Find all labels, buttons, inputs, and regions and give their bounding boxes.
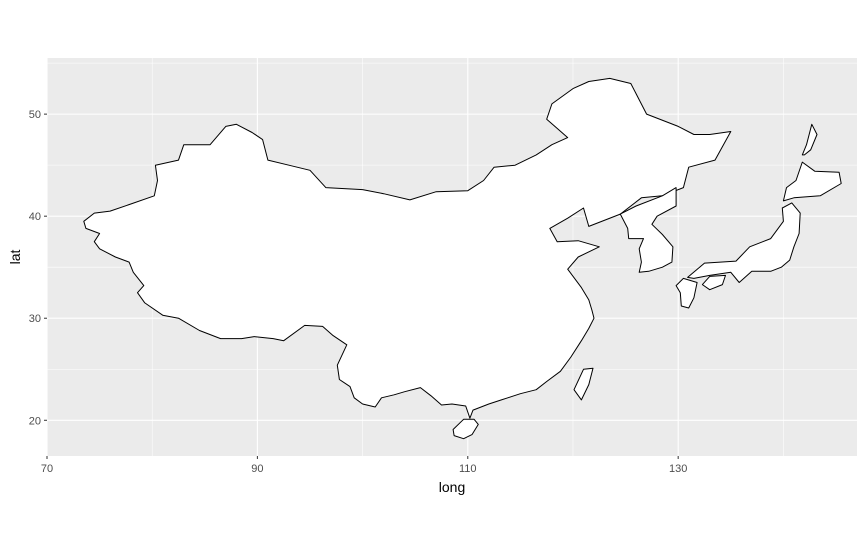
- y-axis: 20 30 40 50: [29, 109, 47, 427]
- region-china: [83, 77, 732, 419]
- region-taiwan: [573, 367, 594, 401]
- region-sakhalin: [801, 123, 818, 156]
- map-regions: [83, 77, 842, 440]
- x-axis: 70 90 110 130: [41, 456, 687, 475]
- x-axis-title: long: [439, 479, 465, 495]
- region-honshu: [687, 202, 801, 283]
- region-hokkaido: [782, 161, 842, 202]
- region-korea: [619, 187, 677, 273]
- y-tick-label: 20: [29, 415, 41, 427]
- x-tick-label: 90: [251, 463, 263, 475]
- region-hainan: [452, 418, 479, 440]
- y-tick-label: 30: [29, 313, 41, 325]
- x-tick-label: 70: [41, 463, 53, 475]
- x-tick-label: 110: [459, 463, 477, 475]
- x-tick-label: 130: [669, 463, 687, 475]
- region-shikoku: [701, 274, 726, 291]
- region-kyushu: [675, 277, 698, 309]
- y-tick-label: 50: [29, 109, 41, 121]
- y-axis-title: lat: [7, 250, 23, 265]
- y-tick-label: 40: [29, 211, 41, 223]
